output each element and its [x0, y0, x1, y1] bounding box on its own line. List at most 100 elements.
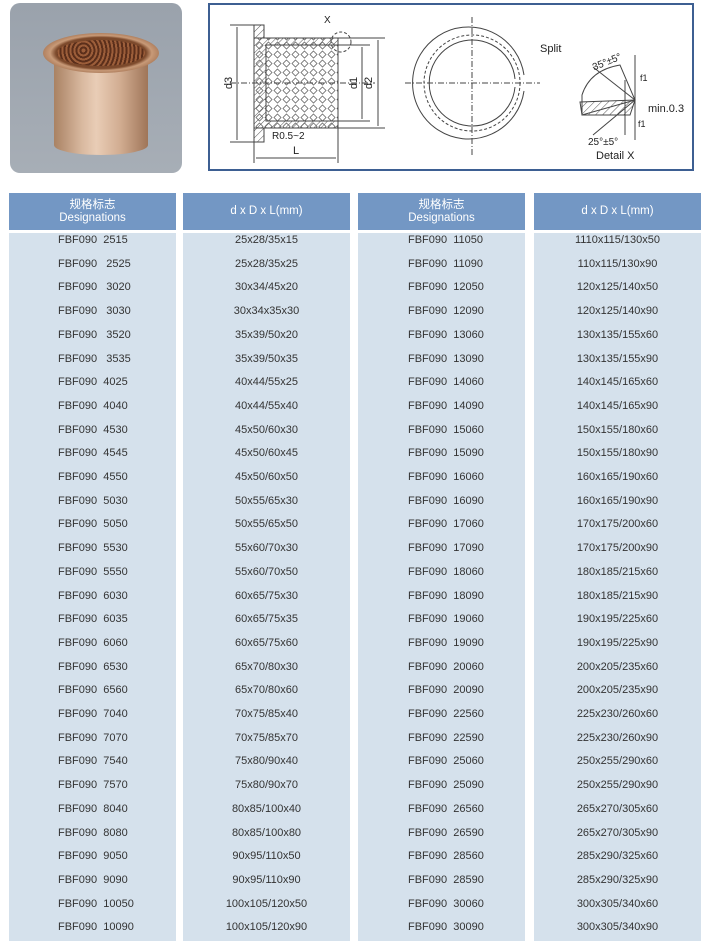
dimension-cell: 40x44/55x25 [235, 376, 298, 389]
dimension-cell: 170x175/200x90 [576, 542, 659, 555]
designation-cell: FBF090 4545 [58, 447, 128, 460]
product-photo [10, 3, 182, 173]
column-bg-3 [358, 233, 525, 941]
designation-cell: FBF090 11050 [408, 234, 484, 246]
technical-drawing: d3 d1 d2 X R0.5~2 L Split 35°±5° f1 min.… [208, 3, 694, 171]
dimension-cell: 100x105/120x90 [225, 921, 308, 934]
dimension-cell: 70x75/85x40 [235, 708, 298, 720]
header-en: d x D x L(mm) [581, 205, 654, 217]
dimension-cell: 90x95/110x90 [232, 873, 301, 886]
label-f1-bottom: f1 [638, 119, 646, 129]
designation-cell: FBF090 3030 [58, 305, 131, 318]
label-f1-top: f1 [640, 73, 648, 83]
dimension-cell: 55x60/70x30 [235, 542, 298, 555]
designation-cell: FBF090 2515 [58, 234, 128, 246]
bushing-body [54, 63, 148, 155]
header-en: Designations [408, 211, 475, 224]
designation-cell: FBF090 30090 [408, 921, 484, 934]
label-radius: R0.5~2 [272, 131, 305, 142]
label-d1: d1 [348, 76, 361, 90]
designation-cell: FBF090 13060 [408, 328, 484, 341]
designation-cell: FBF090 6530 [58, 660, 128, 673]
designation-cell: FBF090 8040 [58, 802, 128, 815]
designation-cell: FBF090 4530 [58, 423, 128, 436]
dimension-cell: 120x125/140x50 [576, 281, 659, 294]
dimension-cell: 1110x115/130x50 [574, 234, 661, 246]
label-split: Split [540, 43, 562, 55]
designation-cell: FBF090 28560 [408, 850, 484, 863]
dimension-cell: 120x125/140x90 [576, 305, 659, 318]
designation-cell: FBF090 3535 [58, 352, 131, 365]
designation-cell: FBF090 4040 [58, 399, 128, 412]
designation-cell: FBF090 4550 [58, 471, 128, 483]
dimension-cell: 50x55/65x50 [235, 518, 298, 531]
designation-cell: FBF090 25060 [408, 755, 484, 768]
column-bg-4 [534, 233, 701, 941]
designation-cell: FBF090 5530 [58, 542, 128, 555]
dimension-cell: 285x290/325x60 [576, 850, 659, 863]
dimension-cell: 150x155/180x60 [576, 423, 659, 436]
designation-cell: FBF090 28590 [408, 873, 484, 886]
designation-cell: FBF090 18090 [408, 589, 484, 602]
header-en: Designations [59, 211, 126, 224]
dimension-cell: 200x205/235x90 [576, 684, 659, 697]
dimension-cell: 140x145/165x60 [576, 376, 659, 389]
dimension-cell: 200x205/235x60 [576, 660, 659, 673]
header-dimensions-right: d x D x L(mm) [534, 193, 701, 230]
designation-cell: FBF090 12090 [408, 305, 484, 318]
drawing-lines [230, 17, 636, 163]
label-min: min.0.3 [648, 103, 685, 115]
designation-cell: FBF090 19090 [408, 636, 484, 649]
dimension-cell: 35x39/50x20 [235, 328, 298, 341]
designation-cell: FBF090 7070 [58, 731, 128, 744]
dimension-cell: 60x65/75x60 [235, 636, 298, 649]
label-d2: d2 [363, 76, 376, 90]
dimension-cell: 150x155/180x90 [576, 447, 659, 460]
designation-cell: FBF090 8080 [58, 826, 128, 839]
label-angle-bottom: 25°±5° [588, 137, 619, 148]
dimension-cell: 170x175/200x60 [576, 518, 659, 531]
dimension-cell: 285x290/325x90 [576, 873, 659, 886]
dimension-cell: 50x55/65x30 [235, 494, 298, 507]
dimension-cell: 190x195/225x60 [576, 613, 659, 626]
dimension-cell: 225x230/260x90 [576, 731, 659, 744]
dimension-cell: 60x65/75x35 [235, 613, 298, 626]
label-detail-x: Detail X [596, 150, 635, 162]
label-x-marker: X [324, 15, 331, 26]
dimension-cell: 70x75/85x70 [235, 731, 298, 744]
designation-cell: FBF090 4025 [58, 376, 128, 389]
designation-cell: FBF090 17060 [408, 518, 484, 531]
designation-cell: FBF090 12050 [408, 281, 484, 294]
designation-cell: FBF090 11090 [408, 257, 484, 270]
designation-cell: FBF090 6030 [58, 589, 128, 602]
dimension-cell: 60x65/75x30 [235, 589, 298, 602]
dimension-cell: 100x105/120x50 [225, 897, 308, 910]
designation-cell: FBF090 15060 [408, 423, 484, 436]
column-bg-2 [183, 233, 350, 941]
dimension-cell: 265x270/305x60 [576, 802, 659, 815]
dimension-cell: 25x28/35x15 [235, 234, 298, 246]
designation-cell: FBF090 26560 [408, 802, 484, 815]
dimension-cell: 140x145/165x90 [576, 399, 659, 412]
designation-cell: FBF090 20060 [408, 660, 484, 673]
designation-cell: FBF090 16060 [408, 471, 484, 483]
designation-cell: FBF090 25090 [408, 779, 484, 792]
dimension-cell: 130x135/155x60 [576, 328, 659, 341]
header-en: d x D x L(mm) [230, 205, 303, 217]
dimension-cell: 45x50/60x30 [235, 423, 298, 436]
designation-cell: FBF090 26590 [408, 826, 484, 839]
designation-cell: FBF090 3520 [58, 328, 131, 341]
dimension-cell: 65x70/80x60 [235, 684, 298, 697]
dimension-cell: 75x80/90x70 [235, 779, 298, 792]
designation-cell: FBF090 6035 [58, 613, 128, 626]
dimension-cell: 250x255/290x90 [576, 779, 659, 792]
designation-cell: FBF090 14060 [408, 376, 484, 389]
dimension-cell: 80x85/100x80 [231, 826, 302, 839]
designation-cell: FBF090 5050 [58, 518, 128, 531]
dimension-cell: 190x195/225x90 [576, 636, 659, 649]
dimension-cell: 45x50/60x45 [235, 447, 298, 460]
dimension-cell: 90x95/110x50 [232, 850, 301, 863]
designation-cell: FBF090 2525 [58, 257, 131, 270]
designation-cell: FBF090 30060 [408, 897, 484, 910]
header-designations-right: 规格标志 Designations [358, 193, 525, 230]
